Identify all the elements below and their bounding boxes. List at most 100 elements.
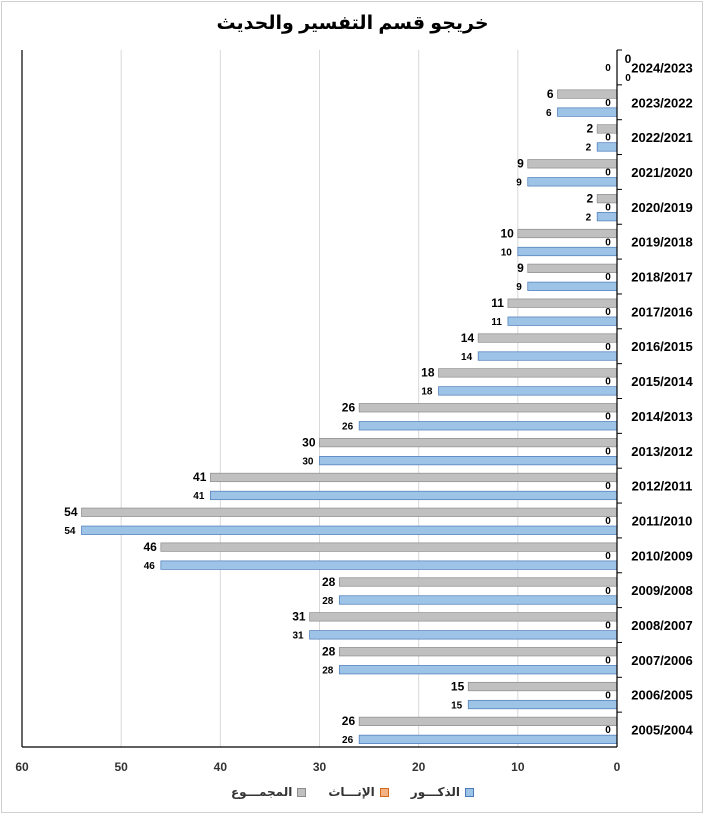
x-tick-label: 20: [412, 760, 426, 774]
data-label-male: 2: [586, 212, 592, 223]
category-label: 2010/2009: [631, 548, 692, 563]
data-label-female: 0: [605, 133, 611, 144]
category-label: 2021/2020: [631, 165, 692, 180]
legend: الذكـــور الإنـــاث المجمـــوع: [0, 785, 705, 799]
bar-male: [358, 421, 618, 431]
bar-male: [81, 525, 618, 535]
data-label-male: 9: [516, 282, 522, 293]
category-label: 2013/2012: [631, 444, 692, 459]
data-label-total: 0: [625, 52, 632, 66]
category-label: 2011/2010: [632, 513, 693, 528]
data-label-female: 0: [605, 63, 611, 74]
data-label-total: 9: [517, 157, 524, 171]
data-label-total: 14: [461, 331, 475, 345]
category-label: 2006/2005: [631, 688, 692, 703]
data-label-total: 2: [586, 191, 593, 205]
gridlines: [21, 50, 519, 747]
data-label-total: 26: [342, 401, 356, 415]
data-label-male: 18: [421, 387, 433, 398]
bar-total: [338, 647, 618, 657]
chart-title: خريجو قسم التفسير والحديث: [216, 13, 489, 34]
legend-label-males: الذكـــور: [410, 785, 461, 799]
category-label: 2015/2014: [631, 374, 693, 389]
data-label-male: 2: [586, 143, 592, 154]
bar-total: [358, 716, 618, 727]
labels: 0002024/20236062023/20222022022/20219092…: [64, 52, 693, 746]
bar-total: [160, 542, 618, 552]
data-label-total: 31: [292, 610, 306, 624]
x-tick-label: 30: [313, 760, 327, 774]
data-label-female: 0: [605, 690, 611, 701]
data-label-total: 28: [322, 644, 336, 658]
category-label: 2019/2018: [631, 235, 692, 250]
category-label: 2007/2006: [631, 653, 692, 668]
x-tick-label: 0: [614, 760, 621, 774]
bar-male: [358, 734, 618, 745]
bar-total: [309, 612, 618, 622]
bar-total: [358, 403, 618, 413]
category-label: 2014/2013: [631, 409, 692, 424]
data-label-male: 11: [491, 317, 502, 328]
data-label-female: 0: [605, 586, 611, 597]
bar-male: [527, 281, 618, 291]
data-label-male: 6: [546, 108, 552, 119]
data-label-male: 46: [144, 561, 156, 572]
bar-total: [507, 298, 618, 308]
data-label-female: 0: [605, 377, 611, 388]
bar-male: [557, 107, 618, 117]
data-label-total: 41: [193, 470, 207, 484]
bar-male: [319, 456, 618, 466]
data-label-female: 0: [605, 98, 611, 109]
legend-label-females: الإنـــاث: [328, 785, 375, 799]
x-tick-label: 10: [511, 760, 525, 774]
category-label: 2012/2011: [632, 479, 693, 494]
data-label-total: 15: [451, 679, 465, 693]
data-label-female: 0: [605, 725, 611, 736]
data-label-female: 0: [605, 412, 611, 423]
data-label-male: 41: [193, 491, 205, 502]
data-label-female: 0: [605, 621, 611, 632]
bar-total: [527, 159, 618, 169]
legend-swatch-females: [379, 787, 389, 797]
data-label-total: 26: [342, 714, 356, 728]
data-label-female: 0: [605, 551, 611, 562]
data-label-female: 0: [605, 237, 611, 248]
data-label-female: 0: [605, 342, 611, 353]
data-label-male: 15: [451, 700, 463, 711]
x-tick-label: 60: [15, 760, 29, 774]
bar-total: [81, 507, 618, 517]
x-tick-label: 50: [114, 760, 128, 774]
data-label-male: 31: [292, 631, 304, 642]
data-label-total: 9: [517, 261, 524, 275]
bar-male: [517, 246, 618, 257]
category-label: 2016/2015: [631, 339, 692, 354]
data-label-total: 28: [322, 575, 336, 589]
legend-label-total: المجمـــوع: [230, 785, 293, 799]
bar-total: [210, 472, 618, 483]
data-label-total: 11: [491, 296, 504, 310]
bar-male: [596, 212, 618, 222]
bar-male: [467, 699, 618, 710]
data-label-male: 28: [322, 596, 334, 607]
bar-male: [338, 665, 618, 675]
legend-swatch-total: [297, 787, 307, 797]
data-label-female: 0: [605, 516, 611, 527]
data-label-male: 0: [625, 73, 631, 84]
category-label: 2020/2019: [631, 200, 692, 215]
bar-total: [517, 228, 618, 239]
data-label-female: 0: [605, 168, 611, 179]
data-label-male: 26: [342, 422, 354, 433]
data-label-total: 18: [421, 366, 435, 380]
bar-male: [596, 142, 618, 152]
data-label-male: 30: [302, 456, 314, 467]
bars: [81, 89, 618, 745]
data-label-female: 0: [605, 307, 611, 318]
category-label: 2008/2007: [631, 618, 692, 633]
bar-total: [338, 577, 618, 587]
data-label-male: 10: [501, 247, 513, 258]
legend-item-males: الذكـــور: [410, 785, 475, 799]
data-label-male: 9: [516, 178, 522, 189]
data-label-total: 46: [143, 540, 157, 554]
